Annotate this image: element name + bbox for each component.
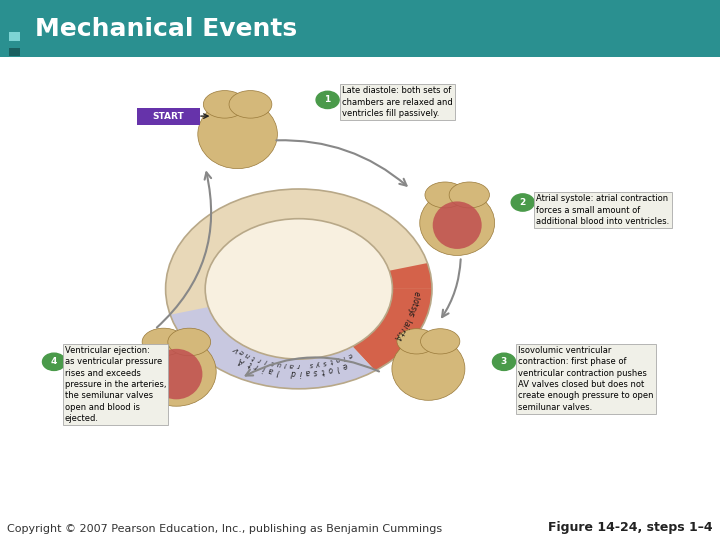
Wedge shape bbox=[353, 289, 432, 371]
FancyBboxPatch shape bbox=[137, 108, 200, 125]
Text: l: l bbox=[410, 295, 420, 299]
Text: t: t bbox=[410, 301, 419, 306]
Ellipse shape bbox=[433, 201, 482, 249]
Ellipse shape bbox=[142, 328, 185, 356]
Text: V: V bbox=[233, 345, 240, 353]
Text: l: l bbox=[284, 361, 287, 367]
Text: o: o bbox=[326, 364, 333, 374]
Text: e: e bbox=[340, 360, 348, 370]
Text: START: START bbox=[153, 112, 184, 121]
Circle shape bbox=[511, 194, 534, 211]
Text: y: y bbox=[408, 307, 417, 314]
Ellipse shape bbox=[392, 337, 465, 400]
Text: a: a bbox=[289, 361, 294, 368]
Wedge shape bbox=[166, 189, 432, 389]
Text: o: o bbox=[334, 355, 341, 362]
Text: r: r bbox=[398, 326, 408, 333]
Text: e: e bbox=[411, 291, 420, 296]
Text: r: r bbox=[253, 361, 260, 371]
Text: n: n bbox=[244, 350, 251, 358]
Circle shape bbox=[42, 353, 66, 370]
Text: i: i bbox=[264, 357, 268, 364]
Text: i: i bbox=[400, 323, 409, 329]
Ellipse shape bbox=[198, 100, 277, 168]
FancyBboxPatch shape bbox=[0, 0, 720, 57]
Text: A: A bbox=[238, 356, 248, 366]
Text: A: A bbox=[393, 331, 403, 340]
Text: 2: 2 bbox=[520, 198, 526, 207]
Text: l: l bbox=[276, 366, 280, 375]
Text: 3: 3 bbox=[501, 357, 507, 366]
Wedge shape bbox=[390, 263, 432, 289]
Text: l: l bbox=[335, 363, 340, 372]
Text: e: e bbox=[346, 351, 353, 358]
Text: a: a bbox=[305, 367, 310, 377]
Circle shape bbox=[316, 91, 339, 109]
Text: r: r bbox=[257, 355, 262, 362]
Text: c: c bbox=[269, 359, 275, 366]
Text: r: r bbox=[297, 362, 300, 368]
Text: s: s bbox=[406, 310, 416, 317]
Text: l: l bbox=[341, 354, 346, 360]
Ellipse shape bbox=[449, 182, 490, 208]
Text: t: t bbox=[246, 359, 253, 368]
Ellipse shape bbox=[425, 182, 465, 208]
Text: i: i bbox=[261, 363, 266, 373]
Ellipse shape bbox=[229, 91, 272, 118]
Ellipse shape bbox=[420, 329, 460, 354]
FancyBboxPatch shape bbox=[9, 48, 20, 56]
Text: a: a bbox=[267, 364, 274, 375]
Text: y: y bbox=[315, 360, 321, 367]
Text: o: o bbox=[410, 298, 420, 303]
Text: 4: 4 bbox=[51, 357, 57, 366]
Text: Ventricular ejection:
as ventricular pressure
rises and exceeds
pressure in the : Ventricular ejection: as ventricular pre… bbox=[65, 346, 166, 423]
Text: s: s bbox=[408, 304, 418, 310]
Text: Mechanical Events: Mechanical Events bbox=[35, 17, 297, 40]
Text: Isovolumic ventricular
contraction: first phase of
ventricular contraction pushe: Isovolumic ventricular contraction: firs… bbox=[518, 346, 654, 412]
Text: Atrial systole: atrial contraction
forces a small amount of
additional blood int: Atrial systole: atrial contraction force… bbox=[536, 194, 670, 226]
Text: Copyright © 2007 Pearson Education, Inc., publishing as Benjamin Cummings: Copyright © 2007 Pearson Education, Inc.… bbox=[7, 523, 442, 534]
Text: t: t bbox=[251, 353, 256, 360]
Text: s: s bbox=[310, 361, 314, 367]
Wedge shape bbox=[170, 307, 375, 389]
Ellipse shape bbox=[168, 328, 211, 356]
Text: s: s bbox=[323, 359, 328, 366]
Text: s: s bbox=[312, 367, 318, 376]
Text: Late diastole: both sets of
chambers are relaxed and
ventricles fill passively.: Late diastole: both sets of chambers are… bbox=[342, 86, 453, 118]
Text: Figure 14-24, steps 1–4: Figure 14-24, steps 1–4 bbox=[548, 521, 713, 534]
Text: d: d bbox=[290, 368, 296, 377]
Text: t: t bbox=[320, 366, 325, 375]
Circle shape bbox=[205, 219, 392, 359]
Ellipse shape bbox=[397, 329, 436, 354]
Text: l: l bbox=[403, 318, 413, 323]
Text: i: i bbox=[300, 368, 302, 377]
FancyBboxPatch shape bbox=[9, 32, 20, 41]
Ellipse shape bbox=[203, 91, 246, 118]
Ellipse shape bbox=[420, 191, 495, 255]
Text: t: t bbox=[396, 329, 405, 336]
Text: t: t bbox=[329, 357, 333, 364]
Circle shape bbox=[492, 353, 516, 370]
Ellipse shape bbox=[150, 349, 202, 399]
Ellipse shape bbox=[137, 338, 216, 406]
Text: u: u bbox=[276, 360, 282, 367]
Text: 1: 1 bbox=[325, 96, 330, 104]
Text: a: a bbox=[401, 319, 412, 327]
Text: e: e bbox=[238, 348, 246, 355]
